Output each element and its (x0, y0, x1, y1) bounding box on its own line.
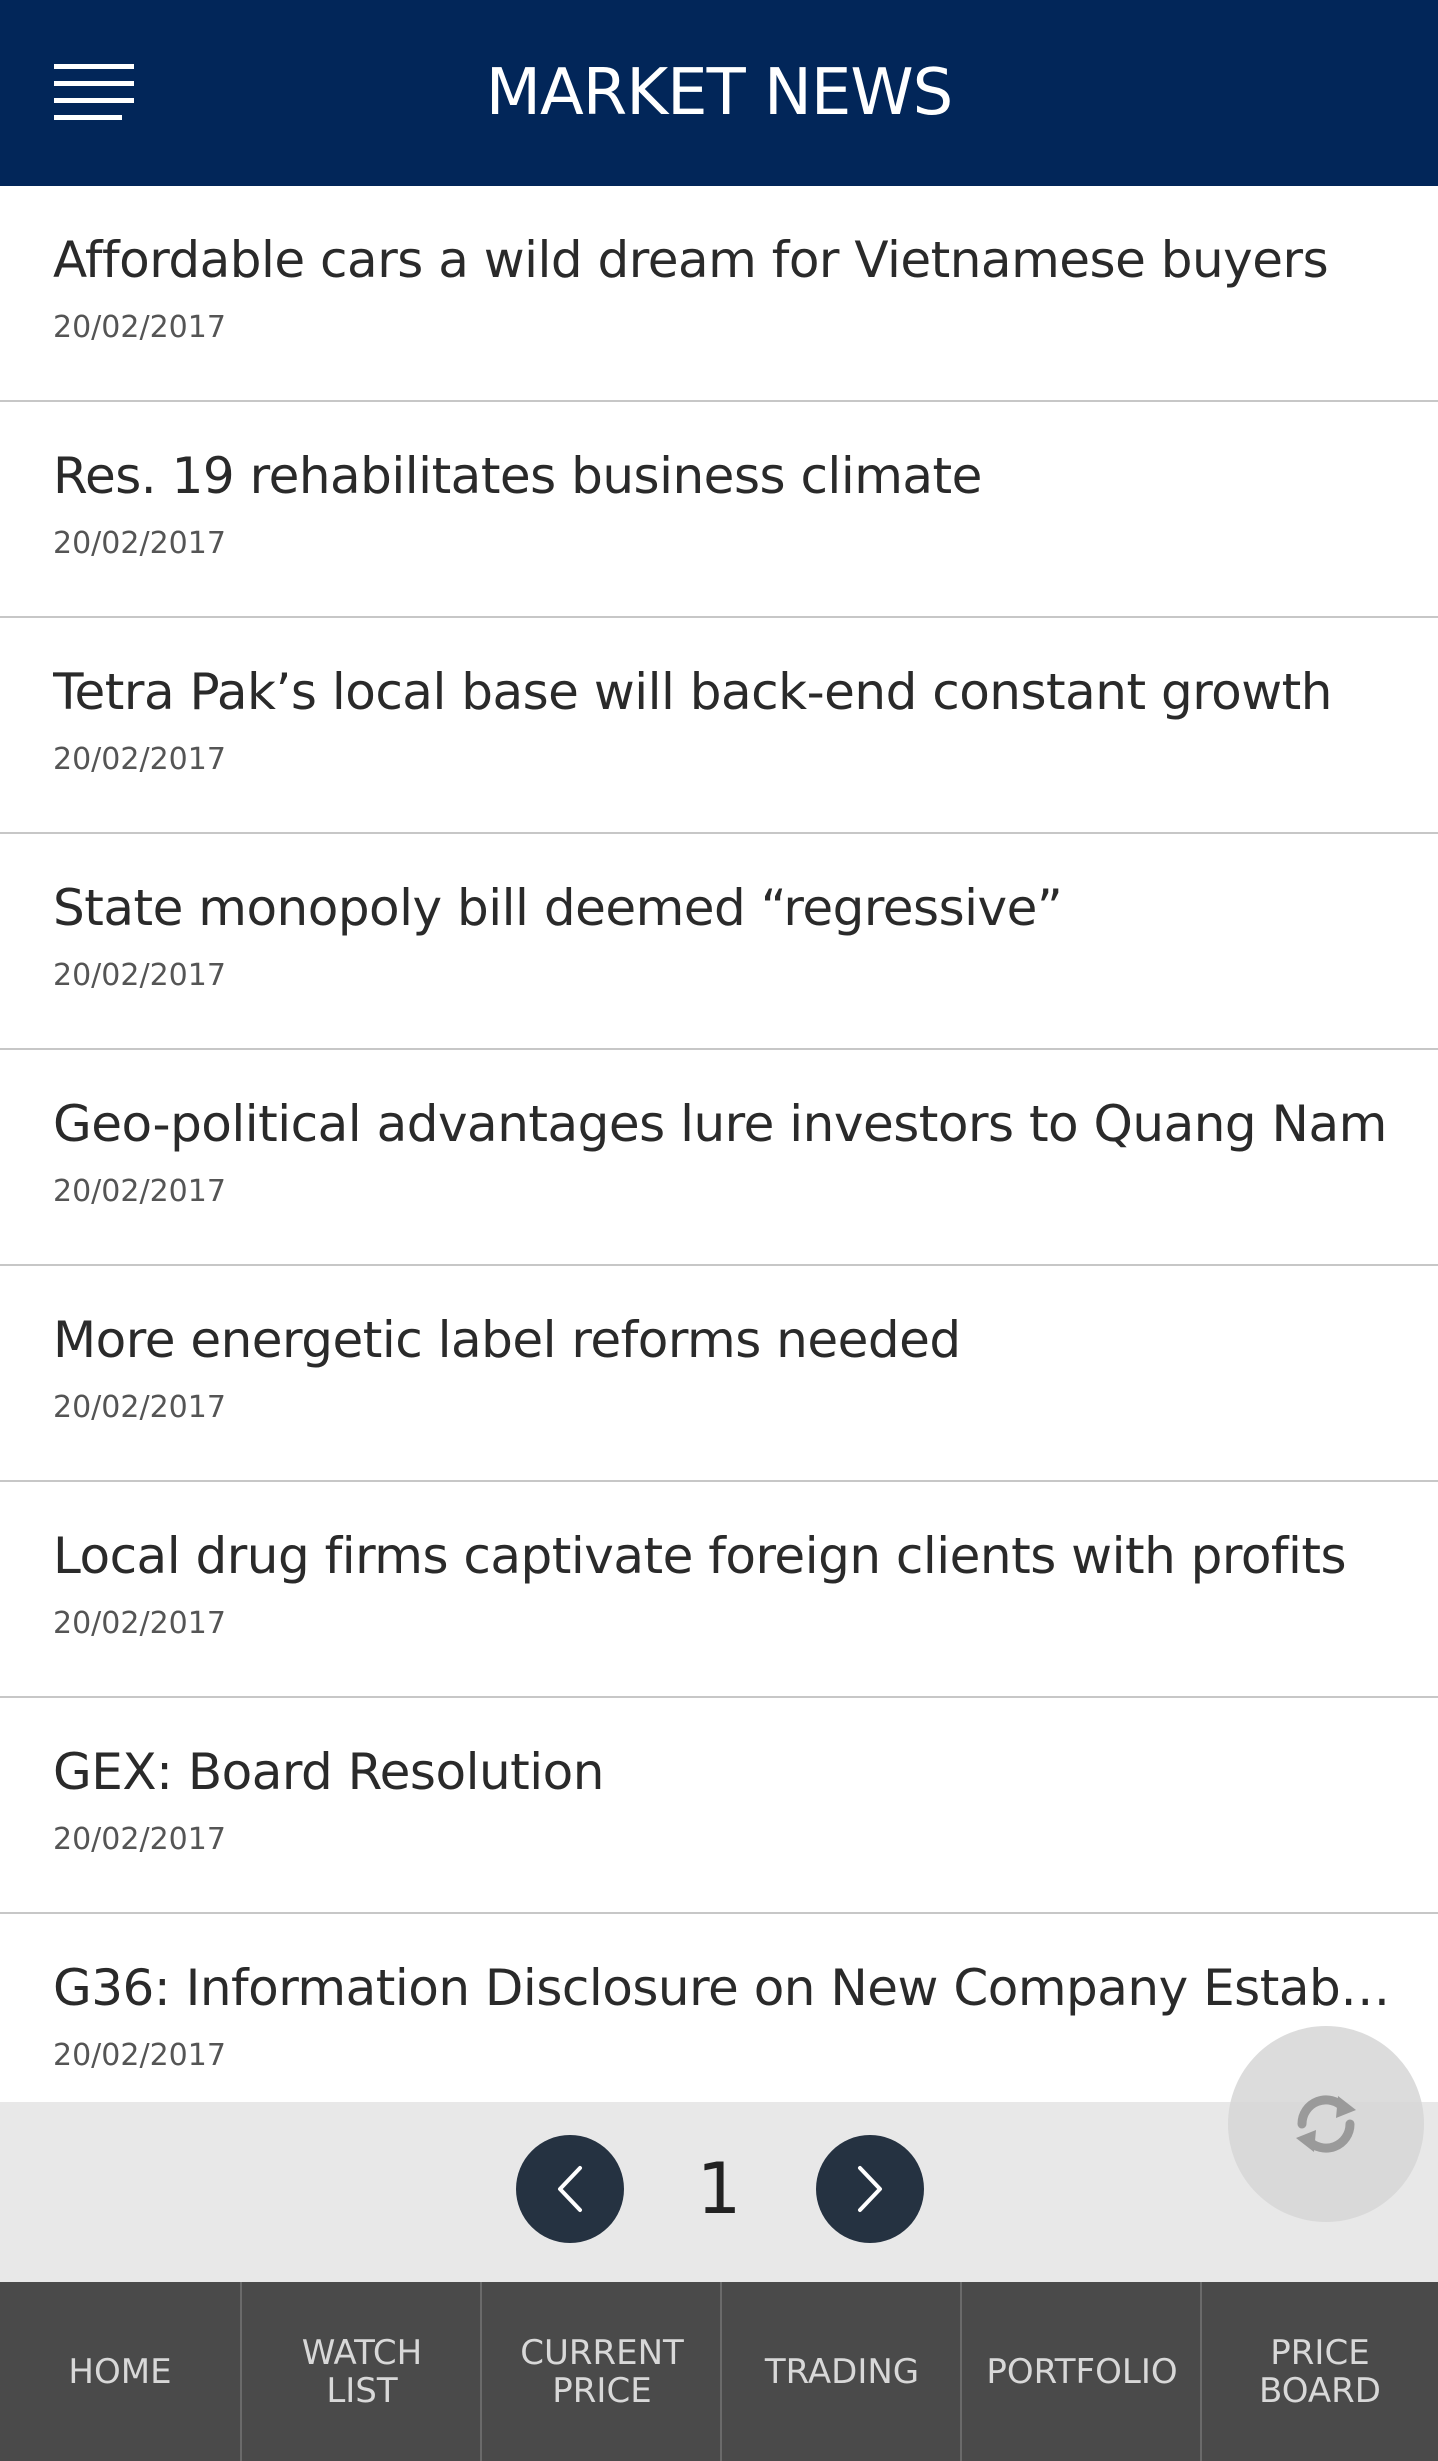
pagination-bar: 1 (0, 2102, 1438, 2282)
news-date: 20/02/2017 (53, 958, 226, 993)
news-item[interactable]: Res. 19 rehabilitates business climate 2… (0, 402, 1438, 618)
news-date: 20/02/2017 (53, 1174, 226, 1209)
nav-divider (720, 2282, 722, 2461)
news-title: GEX: Board Resolution (53, 1743, 604, 1801)
news-title: G36: Information Disclosure on New Compa… (53, 1959, 1393, 2017)
news-item[interactable]: GEX: Board Resolution 20/02/2017 (0, 1698, 1438, 1914)
news-date: 20/02/2017 (53, 1822, 226, 1857)
nav-portfolio[interactable]: PORTFOLIO (986, 2351, 1178, 2392)
news-item[interactable]: State monopoly bill deemed “regressive” … (0, 834, 1438, 1050)
news-date: 20/02/2017 (53, 1390, 226, 1425)
nav-current-price[interactable]: CURRENT PRICE (520, 2332, 684, 2411)
nav-divider (960, 2282, 962, 2461)
news-item[interactable]: Tetra Pak’s local base will back-end con… (0, 618, 1438, 834)
bottom-navigation: HOME WATCH LIST CURRENT PRICE TRADING PO… (0, 2282, 1438, 2461)
news-item[interactable]: Affordable cars a wild dream for Vietnam… (0, 186, 1438, 402)
news-date: 20/02/2017 (53, 310, 226, 345)
news-item[interactable]: More energetic label reforms needed 20/0… (0, 1266, 1438, 1482)
previous-page-button[interactable] (516, 2135, 624, 2243)
nav-divider (1200, 2282, 1202, 2461)
refresh-button[interactable] (1228, 2026, 1424, 2222)
nav-watch-list[interactable]: WATCH LIST (301, 2332, 423, 2411)
nav-divider (240, 2282, 242, 2461)
news-date: 20/02/2017 (53, 2038, 226, 2073)
chevron-left-icon (558, 2166, 582, 2212)
next-page-button[interactable] (816, 2135, 924, 2243)
news-title: State monopoly bill deemed “regressive” (53, 879, 1063, 937)
news-title: Res. 19 rehabilitates business climate (53, 447, 982, 505)
news-date: 20/02/2017 (53, 526, 226, 561)
news-date: 20/02/2017 (53, 1606, 226, 1641)
news-list: Affordable cars a wild dream for Vietnam… (0, 186, 1438, 2102)
news-title: Affordable cars a wild dream for Vietnam… (53, 231, 1329, 289)
current-page-number: 1 (696, 2148, 742, 2230)
news-item[interactable]: Geo-political advantages lure investors … (0, 1050, 1438, 1266)
page-title: MARKET NEWS (485, 56, 954, 130)
news-item[interactable]: Local drug firms captivate foreign clien… (0, 1482, 1438, 1698)
chevron-right-icon (858, 2166, 882, 2212)
news-date: 20/02/2017 (53, 742, 226, 777)
refresh-icon (1296, 2095, 1356, 2153)
news-item[interactable]: G36: Information Disclosure on New Compa… (0, 1914, 1438, 2102)
nav-home[interactable]: HOME (68, 2351, 172, 2392)
nav-trading[interactable]: TRADING (764, 2351, 920, 2392)
nav-price-board[interactable]: PRICE BOARD (1259, 2332, 1381, 2411)
app-header: MARKET NEWS (0, 0, 1438, 186)
hamburger-menu-icon (54, 64, 134, 120)
menu-button[interactable] (40, 52, 150, 132)
news-title: Geo-political advantages lure investors … (53, 1095, 1387, 1153)
news-title: More energetic label reforms needed (53, 1311, 961, 1369)
news-title: Local drug firms captivate foreign clien… (53, 1527, 1347, 1585)
nav-divider (480, 2282, 482, 2461)
news-title: Tetra Pak’s local base will back-end con… (53, 663, 1332, 721)
